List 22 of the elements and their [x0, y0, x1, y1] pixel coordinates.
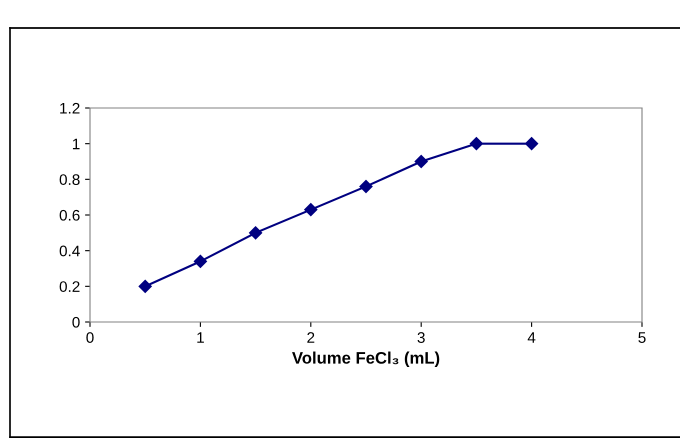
point: [194, 254, 207, 268]
point: [249, 226, 262, 240]
point: [359, 180, 373, 194]
point: [414, 154, 428, 168]
y-tick-label: 0.2: [60, 281, 80, 292]
x-tick-label: 4: [528, 332, 536, 343]
point: [138, 280, 152, 293]
x-tick-label: 2: [307, 332, 314, 343]
y-tick-label: 0.8: [60, 174, 80, 186]
y-tick-label: 1.2: [60, 102, 80, 114]
y-tick-label: 1: [72, 138, 80, 150]
point: [525, 137, 538, 150]
point: [304, 203, 318, 216]
y-tick-label: 0.4: [60, 246, 80, 256]
y-tick-label: 0.6: [60, 210, 80, 221]
x-tick-label: 0: [86, 332, 94, 343]
x-tick-label: 5: [638, 332, 646, 343]
y-tick-label: 0: [72, 316, 80, 328]
point: [470, 137, 483, 150]
x-tick-label: 1: [197, 332, 204, 343]
x-tick-label: 3: [418, 332, 425, 343]
x-axis-title: Volume FeCl₃ (mL): [292, 352, 440, 368]
